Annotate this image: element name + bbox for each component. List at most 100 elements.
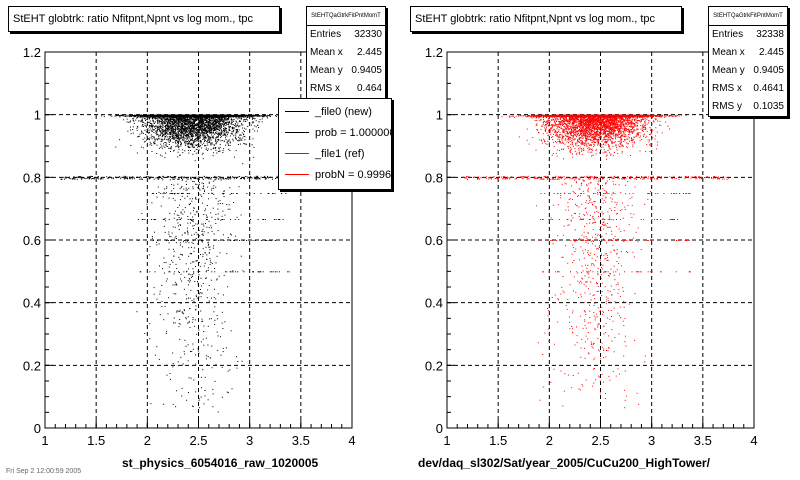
scatter-point (199, 126, 201, 128)
scatter-point (149, 115, 151, 117)
scatter-point (148, 126, 150, 128)
scatter-point (225, 131, 227, 133)
scatter-point (132, 132, 134, 134)
scatter-point (181, 118, 182, 120)
scatter-point (184, 133, 186, 135)
scatter-point (191, 120, 193, 122)
scatter-point (185, 123, 187, 125)
scatter-point (202, 134, 204, 136)
scatter-point (189, 122, 191, 124)
scatter-point (222, 116, 224, 117)
scatter-point (160, 141, 162, 142)
scatter-point (140, 146, 142, 148)
scatter-point (158, 134, 160, 136)
scatter-point (211, 125, 213, 127)
scatter-point (225, 123, 227, 125)
scatter-point (141, 119, 143, 121)
scatter-point (217, 134, 219, 135)
scatter-point (187, 131, 189, 133)
scatter-point (188, 143, 190, 145)
scatter-point (233, 130, 235, 132)
scatter-point (204, 129, 205, 131)
scatter-point (191, 126, 193, 128)
scatter-point (214, 115, 216, 117)
scatter-point (161, 140, 163, 142)
scatter-point (196, 127, 198, 129)
scatter-point (184, 119, 186, 121)
scatter-point (210, 123, 212, 125)
scatter-point (231, 122, 233, 124)
scatter-point (128, 114, 130, 116)
scatter-point (216, 129, 218, 131)
scatter-point (223, 114, 225, 116)
scatter-point (210, 116, 212, 118)
scatter-point (219, 143, 221, 145)
scatter-point (174, 121, 176, 123)
scatter-point (157, 128, 159, 130)
scatter-point (214, 124, 216, 126)
scatter-point (162, 139, 164, 141)
scatter-point (195, 118, 197, 120)
scatter-point (267, 114, 269, 116)
scatter-point (221, 123, 223, 124)
scatter-point (193, 130, 195, 132)
scatter-point (204, 139, 206, 141)
scatter-point (169, 121, 171, 123)
scatter-point (161, 145, 163, 147)
scatter-point (235, 138, 237, 140)
scatter-point (202, 132, 203, 134)
scatter-point (192, 142, 194, 144)
scatter-point (198, 129, 200, 131)
scatter-point (191, 134, 193, 136)
scatter-point (166, 116, 168, 118)
scatter-point (159, 115, 161, 117)
scatter-point (120, 114, 122, 116)
scatter-point (164, 147, 166, 149)
scatter-point (223, 120, 225, 122)
scatter-point (213, 124, 215, 126)
scatter-point (195, 138, 197, 140)
scatter-point (192, 114, 194, 116)
scatter-point (186, 130, 188, 132)
scatter-point (198, 130, 200, 132)
scatter-point (189, 114, 191, 116)
scatter-point (255, 120, 257, 122)
scatter-point (173, 122, 174, 124)
scatter-point (170, 146, 172, 148)
scatter-point (197, 130, 199, 132)
scatter-point (221, 118, 222, 120)
scatter-point (195, 124, 196, 126)
scatter-point (244, 118, 246, 120)
scatter-point (189, 133, 191, 135)
scatter-point (199, 138, 201, 140)
scatter-point (213, 126, 215, 128)
scatter-point (207, 127, 209, 129)
scatter-point (138, 135, 140, 137)
scatter-point (238, 125, 240, 127)
scatter-point (208, 116, 210, 118)
scatter-point (261, 115, 263, 117)
scatter-point (203, 116, 205, 118)
scatter-point (239, 120, 241, 122)
scatter-point (140, 120, 142, 122)
scatter-point (224, 127, 226, 129)
scatter-point (194, 124, 196, 126)
scatter-point (163, 143, 165, 145)
scatter-point (167, 139, 169, 141)
scatter-point (180, 145, 182, 147)
scatter-point (197, 132, 199, 134)
scatter-point (241, 124, 243, 126)
scatter-point (267, 117, 268, 119)
scatter-point (211, 119, 213, 121)
scatter-point (224, 122, 226, 124)
scatter-point (216, 132, 218, 134)
scatter-point (159, 121, 160, 123)
scatter-point (211, 123, 213, 125)
scatter-point (252, 128, 254, 130)
scatter-point (229, 142, 231, 144)
scatter-point (167, 121, 169, 123)
scatter-points (60, 114, 297, 413)
scatter-point (178, 120, 180, 121)
scatter-point (229, 126, 231, 127)
scatter-point (158, 135, 160, 137)
